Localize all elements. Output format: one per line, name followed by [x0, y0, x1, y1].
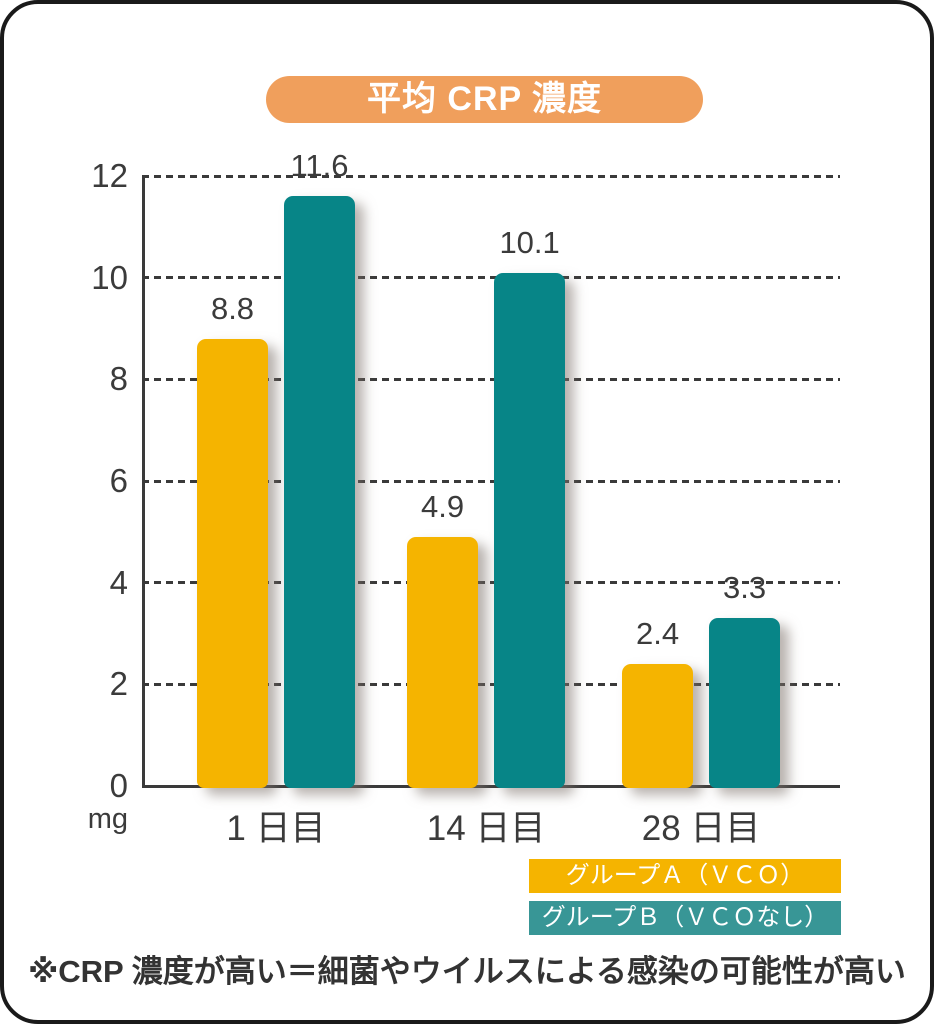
- y-tick-label: 12: [91, 157, 128, 194]
- x-category-label: 14 日目: [426, 809, 546, 848]
- bar-group-b-day1: [284, 196, 356, 788]
- gridline: [142, 479, 840, 483]
- y-tick-label: 4: [109, 563, 128, 601]
- bar-group-a-day14: [407, 536, 479, 788]
- y-tick-label: 8: [109, 360, 128, 398]
- gridline: [142, 377, 840, 381]
- chart-title: 平均 CRP 濃度: [266, 76, 703, 123]
- legend: グループＡ（ＶＣＯ） グループＢ（ＶＣＯなし）: [529, 859, 841, 943]
- bar-value-label: 8.8: [210, 290, 255, 326]
- x-category-label: 28 日目: [641, 809, 761, 848]
- gridline: [142, 581, 840, 585]
- legend-item-group-b: グループＢ（ＶＣＯなし）: [529, 901, 841, 935]
- legend-label-group-b: グループＢ（ＶＣＯなし）: [541, 904, 829, 931]
- plot-area: 8.8 11.6 4.9 10.1 2.4 3.3: [142, 148, 840, 788]
- y-tick-label: 2: [109, 665, 128, 703]
- gridline: [142, 276, 840, 280]
- legend-label-group-a: グループＡ（ＶＣＯ）: [565, 862, 805, 889]
- footnote: ※CRP 濃度が高い＝細菌やウイルスによる感染の可能性が高い: [28, 954, 906, 989]
- legend-item-group-a: グループＡ（ＶＣＯ）: [529, 859, 841, 893]
- gridline: [142, 682, 840, 686]
- bar-value-label: 10.1: [499, 224, 560, 260]
- x-category-label: 1 日目: [226, 809, 326, 848]
- y-axis-line: [142, 175, 145, 787]
- bar-value-label: 11.6: [290, 148, 349, 184]
- bar-value-label: 3.3: [723, 570, 767, 606]
- bar-value-label: 2.4: [636, 616, 680, 651]
- y-tick-label: 6: [109, 462, 128, 499]
- bar-group-a-day28: [622, 664, 694, 788]
- y-axis-unit-label: mg: [87, 803, 128, 835]
- bar-value-label: 4.9: [421, 488, 465, 524]
- y-tick-label: 0: [109, 767, 128, 804]
- bar-group-b-day28: [709, 618, 781, 788]
- gridline: [142, 174, 840, 178]
- bar-group-b-day14: [494, 272, 566, 788]
- bar-group-a-day1: [197, 338, 269, 788]
- y-tick-label: 10: [91, 258, 128, 296]
- x-axis-line: [142, 785, 840, 788]
